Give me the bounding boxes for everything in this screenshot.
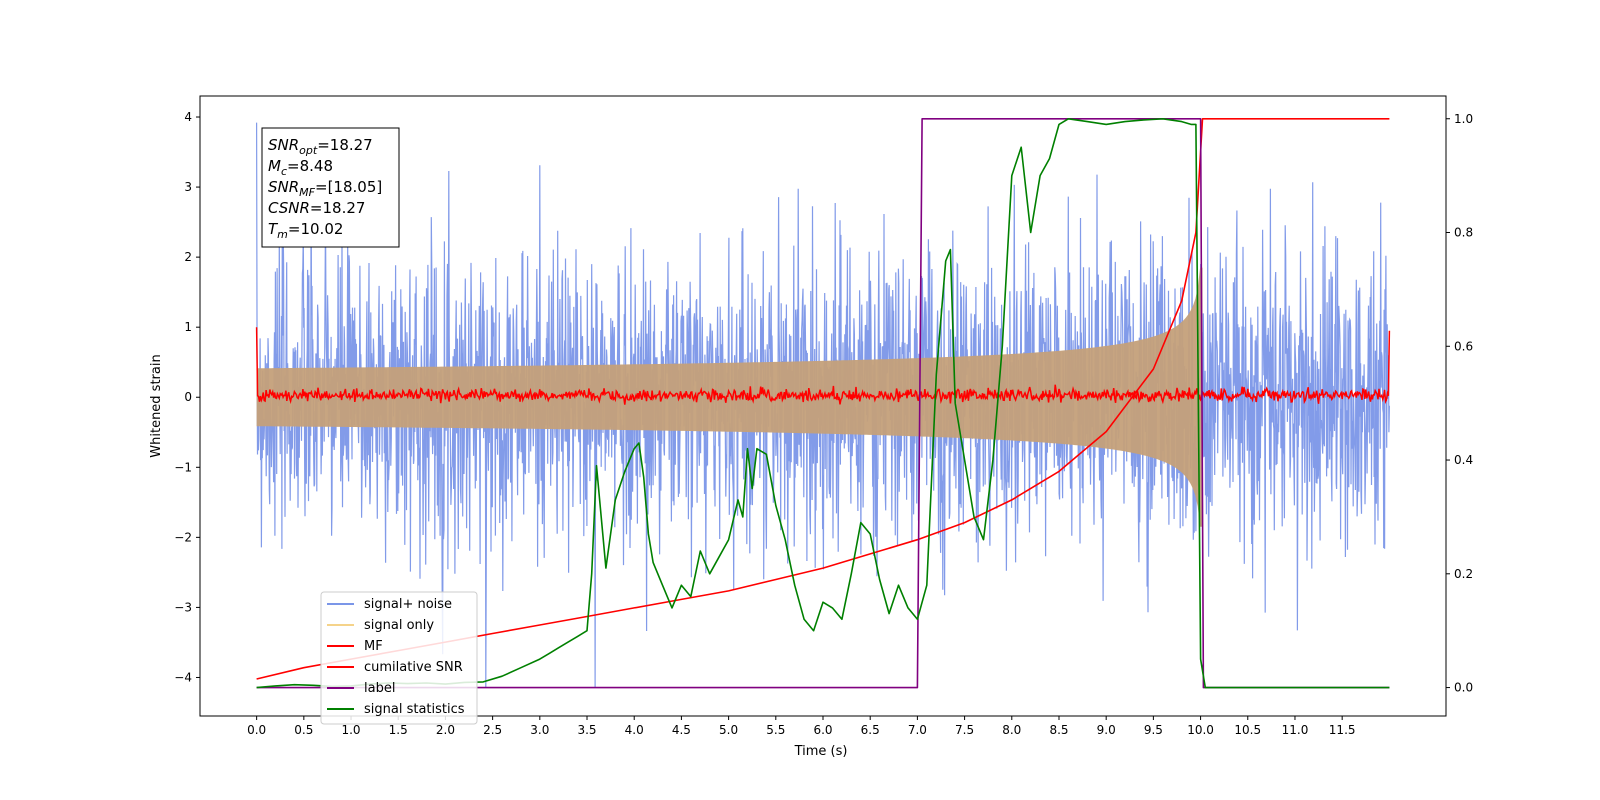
x-tick-label: 6.5 xyxy=(861,723,880,737)
x-tick-label: 3.0 xyxy=(530,723,549,737)
annotation-line: SNRopt=18.27 xyxy=(268,136,373,157)
legend-label: MF xyxy=(364,639,383,654)
y-tick-label: −3 xyxy=(174,600,192,614)
x-tick-label: 10.5 xyxy=(1234,723,1261,737)
y-right-tick-label: 0.8 xyxy=(1454,226,1473,240)
y-tick-label: 4 xyxy=(184,110,192,124)
y-right-tick-label: 1.0 xyxy=(1454,112,1473,126)
x-tick-label: 0.5 xyxy=(294,723,313,737)
legend-label: label xyxy=(364,681,395,696)
x-tick-label: 7.0 xyxy=(908,723,927,737)
x-tick-label: 9.0 xyxy=(1097,723,1116,737)
x-tick-label: 2.5 xyxy=(483,723,502,737)
y-axis-label: Whitened strain xyxy=(149,354,164,457)
y-axis-right: 0.0 0.2 0.4 0.6 0.8 1.0 xyxy=(1446,112,1473,695)
annotation-line: Mc=8.48 xyxy=(268,157,333,178)
annotation-frame xyxy=(261,127,400,248)
x-tick-label: 8.0 xyxy=(1002,723,1021,737)
x-tick-label: 10.0 xyxy=(1187,723,1214,737)
x-tick-label: 7.5 xyxy=(955,723,974,737)
series-signal-statistics xyxy=(256,118,1390,689)
y-tick-label: −1 xyxy=(174,460,192,474)
x-tick-label: 4.5 xyxy=(672,723,691,737)
annotation-line: Tm=10.02 xyxy=(268,220,343,241)
x-tick-label: 2.0 xyxy=(436,723,455,737)
x-tick-label: 3.5 xyxy=(577,723,596,737)
y-tick-label: 0 xyxy=(184,390,192,404)
legend-frame xyxy=(320,591,478,725)
annotation-box: SNRopt=18.27Mc=8.48SNRMF=[18.05]CSNR=18.… xyxy=(261,127,400,248)
annotation-line: SNRMF=[18.05] xyxy=(268,178,382,199)
legend-label: signal statistics xyxy=(364,702,465,717)
x-tick-label: 1.0 xyxy=(341,723,360,737)
y-axis-left: 4 3 2 1 0 −1 −2 −3 −4 xyxy=(174,110,200,684)
y-tick-label: 2 xyxy=(184,250,192,264)
legend: signal+ noise signal only MF cumilative SNR… xyxy=(320,591,478,725)
x-tick-label: 11.0 xyxy=(1282,723,1309,737)
y-right-tick-label: 0.6 xyxy=(1454,339,1473,353)
y-tick-label: 3 xyxy=(184,180,192,194)
x-axis: 0.0 0.5 1.0 1.5 2.0 2.5 3.0 3.5 4.0 4.5 5.0 5.5 6.0 6… xyxy=(247,716,1356,737)
legend-label: signal only xyxy=(364,618,434,633)
x-tick-label: 6.0 xyxy=(813,723,832,737)
y-right-tick-label: 0.0 xyxy=(1454,681,1473,695)
y-tick-label: −4 xyxy=(174,670,192,684)
x-tick-label: 5.5 xyxy=(766,723,785,737)
series-signal-only xyxy=(256,267,1203,527)
legend-label: cumilative SNR xyxy=(364,660,463,675)
x-tick-label: 0.0 xyxy=(247,723,266,737)
y-tick-label: −2 xyxy=(174,530,192,544)
legend-label: signal+ noise xyxy=(364,597,452,612)
x-tick-label: 5.0 xyxy=(719,723,738,737)
x-tick-label: 4.0 xyxy=(625,723,644,737)
x-tick-label: 9.5 xyxy=(1144,723,1163,737)
x-tick-label: 11.5 xyxy=(1329,723,1356,737)
series-mf xyxy=(255,327,1391,405)
y-right-tick-label: 0.2 xyxy=(1454,567,1473,581)
y-right-tick-label: 0.4 xyxy=(1454,453,1473,467)
annotation-line: CSNR=18.27 xyxy=(268,199,365,217)
x-tick-label: 8.5 xyxy=(1049,723,1068,737)
y-tick-label: 1 xyxy=(184,320,192,334)
x-tick-label: 1.5 xyxy=(389,723,408,737)
x-axis-label: Time (s) xyxy=(794,744,848,759)
